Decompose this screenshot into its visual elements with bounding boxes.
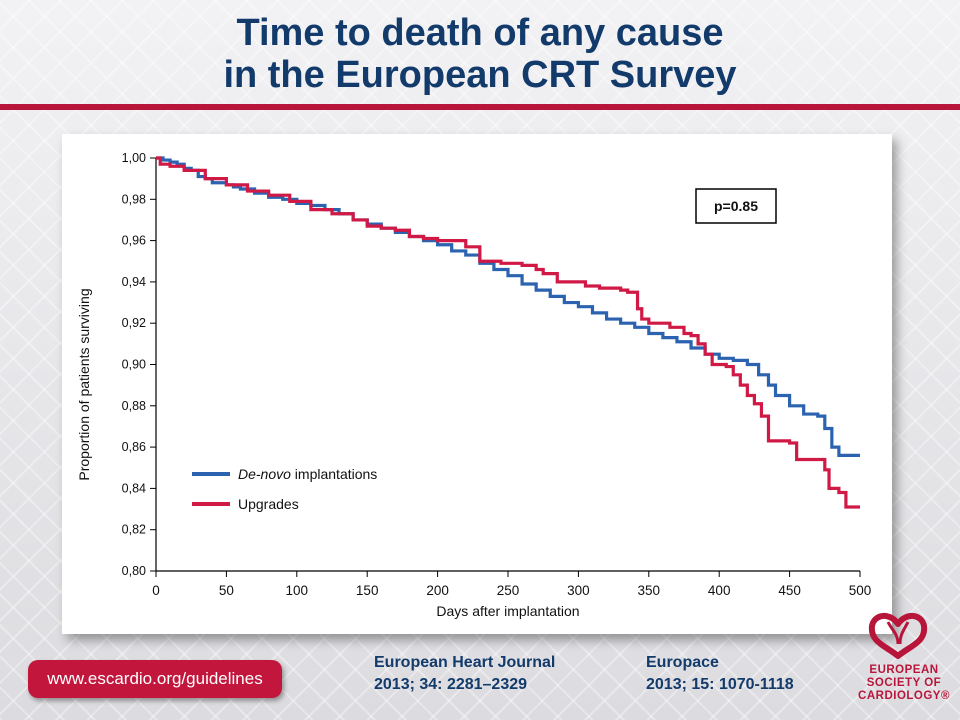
x-tick-label: 50 (219, 583, 234, 598)
reference-europace-journal: Europace (646, 654, 719, 671)
reference-ehj-citation: 2013; 34: 2281–2329 (374, 676, 528, 693)
y-axis-label: Proportion of patients surviving (76, 288, 92, 480)
p-value-annotation: p=0.85 (714, 198, 758, 214)
title-line-1: Time to death of any cause (236, 12, 724, 54)
x-tick-label: 0 (152, 583, 160, 598)
x-tick-label: 450 (778, 583, 801, 598)
y-tick-label: 0,82 (122, 523, 146, 537)
y-tick-label: 0,92 (122, 316, 146, 330)
x-axis-label: Days after implantation (436, 603, 579, 619)
guidelines-link[interactable]: www.escardio.org/guidelines (28, 660, 282, 698)
reference-ehj: European Heart Journal 2013; 34: 2281–23… (374, 652, 555, 696)
reference-europace-citation: 2013; 15: 1070-1118 (646, 676, 794, 693)
y-tick-label: 0,80 (122, 564, 146, 578)
esc-logo-line-3: CARDIOLOGY® (858, 690, 950, 702)
y-tick-label: 1,00 (122, 151, 146, 165)
x-tick-label: 150 (356, 583, 379, 598)
title-divider (0, 104, 960, 110)
series-line-upgrades (156, 156, 860, 509)
y-tick-label: 0,90 (122, 358, 146, 372)
y-tick-label: 0,84 (122, 481, 146, 495)
title-line-2: in the European CRT Survey (223, 54, 737, 96)
y-tick-label: 0,88 (122, 399, 146, 413)
y-tick-label: 0,98 (122, 192, 146, 206)
legend-denovo-label: De-novo implantations (238, 466, 377, 482)
reference-europace: Europace 2013; 15: 1070-1118 (646, 652, 794, 696)
x-tick-label: 100 (286, 583, 309, 598)
p-value-box (695, 188, 777, 224)
x-tick-label: 250 (497, 583, 520, 598)
esc-logo-text: EUROPEAN SOCIETY OF CARDIOLOGY® (848, 664, 960, 703)
chart-panel: 0,80 0,82 0,84 0,86 0,88 0,90 0,92 0,94 0,96 0,98… (62, 134, 892, 634)
esc-logo-line-2: SOCIETY OF (866, 677, 942, 689)
x-tick-label: 200 (426, 583, 449, 598)
x-tick-label: 300 (567, 583, 590, 598)
reference-ehj-journal: European Heart Journal (374, 654, 556, 671)
x-tick-label: 500 (849, 583, 872, 598)
slide-title: Time to death of any cause in the Europe… (0, 12, 960, 96)
x-tick-label: 400 (708, 583, 731, 598)
legend-denovo-italic: De-novo (238, 466, 291, 482)
esc-logo-line-1: EUROPEAN (869, 664, 939, 676)
y-tick-label: 0,86 (122, 440, 146, 454)
legend-upgrades-label: Upgrades (238, 496, 299, 512)
legend-denovo-rest: implantations (291, 466, 377, 482)
survival-chart: 0,80 0,82 0,84 0,86 0,88 0,90 0,92 0,94 0,96 0,98… (76, 151, 872, 619)
x-tick-label: 350 (638, 583, 661, 598)
esc-heart-icon (868, 613, 928, 659)
y-tick-label: 0,94 (122, 275, 146, 289)
y-tick-label: 0,96 (122, 234, 146, 248)
